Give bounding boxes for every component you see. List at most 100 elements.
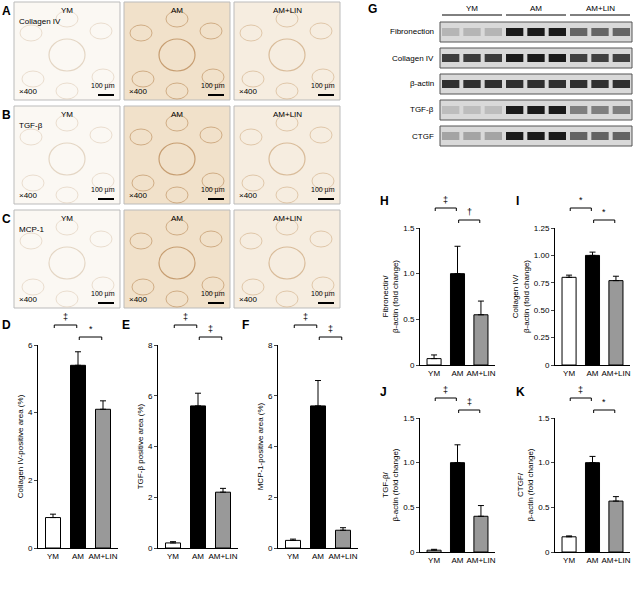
svg-text:1.00: 1.00 [534,251,550,260]
svg-text:β-actin: β-actin [410,79,434,88]
svg-text:0.5: 0.5 [403,503,415,512]
svg-text:‡: ‡ [443,195,448,205]
svg-text:×400: ×400 [239,191,258,200]
svg-text:AM+LIN: AM+LIN [273,214,302,223]
svg-text:AM: AM [192,552,204,561]
svg-text:0: 0 [268,544,273,553]
svg-text:MCP-1-positive area (%): MCP-1-positive area (%) [256,402,265,490]
svg-text:AM+LIN: AM+LIN [273,110,302,119]
svg-text:1.25: 1.25 [534,224,550,233]
svg-text:×400: ×400 [19,191,38,200]
svg-text:YM: YM [428,556,440,565]
svg-text:100 µm: 100 µm [91,82,115,90]
svg-text:Fibronection: Fibronection [390,27,434,36]
svg-text:0: 0 [28,544,33,553]
svg-text:×400: ×400 [19,87,38,96]
svg-text:6: 6 [148,392,153,401]
svg-text:YM: YM [287,552,299,561]
svg-text:4: 4 [28,408,33,417]
svg-text:AM: AM [530,4,542,13]
svg-text:1.0: 1.0 [403,269,415,278]
svg-text:100 µm: 100 µm [201,82,225,90]
svg-text:Collagen IV: Collagen IV [392,54,434,63]
svg-text:AM: AM [587,556,599,565]
svg-text:D: D [2,318,11,332]
svg-text:2: 2 [28,476,33,485]
svg-text:‡: ‡ [183,312,188,322]
svg-text:2: 2 [148,493,153,502]
svg-text:1.0: 1.0 [538,458,550,467]
svg-text:AM+LIN: AM+LIN [601,556,630,565]
svg-text:YM: YM [61,6,73,15]
svg-text:AM+LIN: AM+LIN [466,369,495,378]
svg-text:‡: ‡ [467,397,472,407]
svg-text:AM+LIN: AM+LIN [586,4,615,13]
svg-text:×400: ×400 [239,295,258,304]
svg-text:‡: ‡ [328,324,333,334]
svg-text:AM+LIN: AM+LIN [328,552,357,561]
svg-text:YM: YM [47,552,59,561]
svg-text:×400: ×400 [239,87,258,96]
svg-text:Fibronectin/β-actin (fold chan: Fibronectin/β-actin (fold change) [381,260,400,333]
svg-text:‡: ‡ [578,385,583,395]
svg-text:AM: AM [72,552,84,561]
svg-text:×400: ×400 [129,295,148,304]
svg-text:‡: ‡ [208,324,213,334]
svg-text:C: C [2,212,11,226]
svg-text:0.75: 0.75 [534,279,550,288]
svg-text:0: 0 [148,544,153,553]
svg-text:‡: ‡ [63,312,68,322]
svg-text:TGF-β positive area (%): TGF-β positive area (%) [136,403,145,489]
svg-text:YM: YM [563,556,575,565]
svg-text:100 µm: 100 µm [201,290,225,298]
svg-text:Collagen IV: Collagen IV [19,17,61,26]
svg-text:0.50: 0.50 [534,306,550,315]
svg-text:YM: YM [466,4,478,13]
svg-text:‡: ‡ [303,312,308,322]
svg-text:AM+LIN: AM+LIN [601,369,630,378]
svg-text:YM: YM [563,369,575,378]
svg-text:‡: ‡ [443,385,448,395]
svg-text:J: J [380,385,387,399]
svg-text:AM: AM [587,369,599,378]
svg-text:4: 4 [148,442,153,451]
svg-text:×400: ×400 [19,295,38,304]
svg-text:Collagen IV-positive area (%): Collagen IV-positive area (%) [16,394,25,498]
svg-text:MCP-1: MCP-1 [19,225,44,234]
svg-text:1.5: 1.5 [403,414,415,423]
svg-text:†: † [467,207,472,217]
svg-text:×400: ×400 [129,87,148,96]
svg-text:CTGF: CTGF [412,132,434,141]
svg-text:AM+LIN: AM+LIN [88,552,117,561]
svg-text:AM+LIN: AM+LIN [466,556,495,565]
svg-text:YM: YM [428,369,440,378]
svg-text:0: 0 [410,361,415,370]
svg-text:100 µm: 100 µm [311,82,335,90]
svg-text:YM: YM [61,110,73,119]
svg-text:100 µm: 100 µm [201,186,225,194]
svg-text:8: 8 [148,341,153,350]
svg-text:6: 6 [268,392,273,401]
svg-text:F: F [242,318,249,332]
svg-text:100 µm: 100 µm [91,186,115,194]
svg-text:AM+LIN: AM+LIN [273,6,302,15]
svg-text:B: B [2,108,11,122]
svg-text:0.25: 0.25 [534,333,550,342]
svg-text:H: H [380,194,389,208]
svg-text:TGF-β: TGF-β [19,121,43,130]
svg-text:100 µm: 100 µm [91,290,115,298]
svg-text:Collagen IV/β-actin (fold chan: Collagen IV/β-actin (fold change) [511,260,530,333]
svg-text:YM: YM [61,214,73,223]
svg-text:×400: ×400 [129,191,148,200]
svg-text:8: 8 [268,341,273,350]
svg-text:CTGF/β-actin (fold change): CTGF/β-actin (fold change) [516,448,535,521]
svg-text:YM: YM [167,552,179,561]
svg-text:*: * [579,195,583,205]
svg-text:AM: AM [171,6,183,15]
svg-text:100 µm: 100 µm [311,290,335,298]
svg-text:1.5: 1.5 [538,414,550,423]
svg-text:E: E [122,318,130,332]
svg-text:0: 0 [545,548,550,557]
svg-text:AM: AM [171,110,183,119]
svg-text:AM: AM [452,556,464,565]
